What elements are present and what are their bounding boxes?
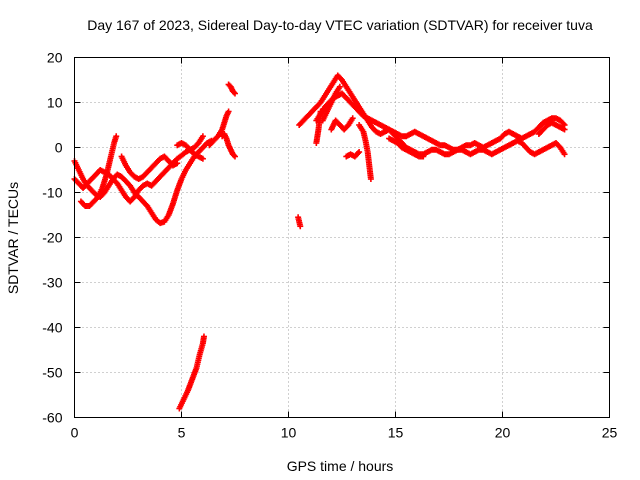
data-point — [355, 150, 362, 157]
y-tick-label: -60 — [42, 410, 62, 426]
grid — [74, 57, 610, 418]
series-arc-j — [295, 214, 304, 230]
y-tick-label: -10 — [42, 185, 62, 201]
data-point — [297, 223, 304, 230]
data-point — [232, 153, 238, 160]
y-tick-label: -50 — [42, 365, 62, 381]
series-arc-g — [219, 131, 238, 160]
series-arc-i — [176, 333, 207, 412]
data-point — [230, 152, 237, 159]
y-tick-label: -40 — [42, 320, 62, 336]
series-arc-s — [535, 119, 568, 137]
data-point — [336, 83, 343, 90]
data-point — [230, 89, 237, 96]
series-arc-c — [77, 133, 120, 209]
data-point — [199, 155, 206, 162]
data-point — [367, 176, 374, 182]
series-arc-d — [118, 153, 181, 182]
x-tick-label: 10 — [281, 425, 297, 441]
chart-title: Day 167 of 2023, Sidereal Day-to-day VTE… — [87, 17, 593, 33]
data-points — [71, 72, 568, 412]
series-arc-p — [319, 83, 343, 124]
series-arc-o — [313, 108, 324, 146]
x-tick-label: 25 — [602, 425, 618, 441]
y-tick-label: 10 — [47, 95, 63, 111]
x-tick-label: 20 — [495, 425, 511, 441]
axis-ticks: 0 5 10 15 20 25 -60 -50 -40 -30 -20 -10 0 10 20 — [42, 50, 617, 441]
y-tick-label: 0 — [55, 140, 63, 156]
series-arc-e — [174, 140, 206, 162]
y-tick-label: 20 — [47, 50, 63, 66]
y-tick-label: -20 — [42, 230, 62, 246]
data-point — [199, 133, 206, 140]
data-point — [113, 133, 120, 140]
data-point — [200, 333, 207, 340]
data-point — [561, 151, 568, 158]
series-arc-n — [343, 149, 363, 160]
data-point — [174, 160, 181, 167]
x-tick-label: 15 — [388, 425, 404, 441]
data-point — [420, 153, 427, 160]
series-arc-f — [206, 108, 232, 149]
series-arc-k — [296, 72, 568, 153]
data-point — [349, 115, 356, 122]
data-point — [225, 108, 232, 115]
x-tick-label: 5 — [178, 425, 186, 441]
series-arc-h — [225, 81, 238, 97]
data-point — [561, 126, 568, 133]
data-point — [317, 108, 324, 115]
x-axis-label: GPS time / hours — [287, 458, 394, 474]
data-point — [232, 90, 238, 97]
data-point — [356, 149, 363, 155]
series-arc-m — [356, 122, 374, 182]
x-tick-label: 0 — [71, 425, 79, 441]
y-axis-label: SDTVAR / TECUs — [5, 182, 21, 294]
series-arc-r — [386, 135, 427, 160]
y-tick-label: -30 — [42, 275, 62, 291]
series-arc-q — [328, 115, 356, 133]
